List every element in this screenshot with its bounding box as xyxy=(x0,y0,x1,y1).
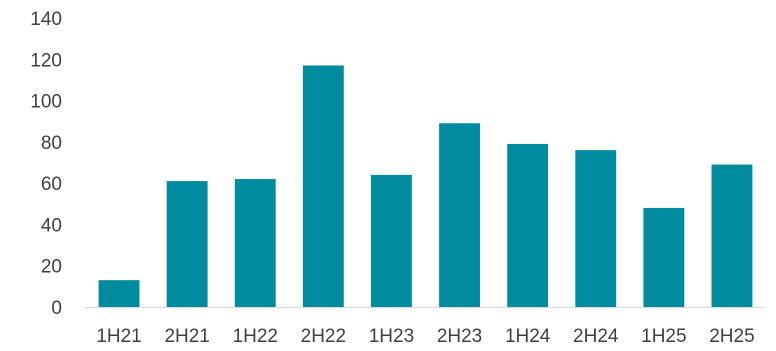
y-tick-label: 140 xyxy=(30,9,62,30)
bar-1h25 xyxy=(643,207,685,307)
y-tick-label: 80 xyxy=(41,133,62,154)
x-tick-label: 1H25 xyxy=(641,326,686,347)
y-tick-label: 100 xyxy=(30,92,62,113)
bar-2h25 xyxy=(711,164,753,307)
x-tick-label: 1H23 xyxy=(369,326,414,347)
x-tick-label: 1H22 xyxy=(233,326,278,347)
bar-1h21 xyxy=(98,280,140,307)
x-tick-label: 2H24 xyxy=(573,326,619,347)
y-tick-label: 120 xyxy=(30,50,62,71)
y-tick-label: 40 xyxy=(41,215,62,236)
bar-2h23 xyxy=(439,123,480,308)
x-tick-label: 2H25 xyxy=(709,326,754,347)
bar-1h24 xyxy=(507,143,549,307)
bar-1h22 xyxy=(234,179,276,307)
x-tick-label: 1H24 xyxy=(505,326,551,347)
y-tick-label: 0 xyxy=(51,298,62,319)
y-tick-label: 60 xyxy=(41,174,62,195)
bar-2h21 xyxy=(166,181,208,307)
x-tick-label: 2H21 xyxy=(164,326,209,347)
x-tick-label: 1H21 xyxy=(96,326,141,347)
x-tick-label: 2H23 xyxy=(437,326,482,347)
bar-2h24 xyxy=(575,150,617,307)
bar-2h22 xyxy=(302,65,344,307)
y-axis: 0 20 40 60 80 100 120 140 xyxy=(30,9,62,319)
bars xyxy=(98,65,753,308)
x-tick-label: 2H22 xyxy=(301,326,346,347)
bar-1h23 xyxy=(371,174,412,307)
y-tick-label: 20 xyxy=(41,257,62,278)
x-axis: 1H21 2H21 1H22 2H22 1H23 2H23 1H24 2H24 1H25 2H25 xyxy=(96,326,754,347)
